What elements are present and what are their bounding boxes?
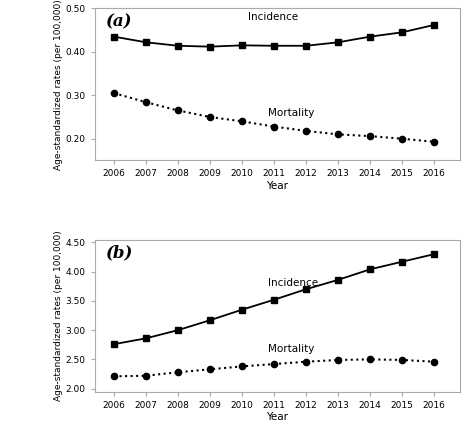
Text: Mortality: Mortality	[268, 344, 314, 354]
Text: Incidence: Incidence	[248, 12, 299, 22]
X-axis label: Year: Year	[266, 181, 288, 191]
Y-axis label: Age-standardized rates (per 100,000): Age-standardized rates (per 100,000)	[54, 230, 63, 401]
Text: Mortality: Mortality	[268, 108, 314, 118]
Text: (a): (a)	[106, 13, 132, 30]
X-axis label: Year: Year	[266, 412, 288, 421]
Text: Incidence: Incidence	[268, 278, 318, 288]
Y-axis label: Age-standardized rates (per 100,000): Age-standardized rates (per 100,000)	[54, 0, 63, 170]
Text: (b): (b)	[106, 244, 133, 261]
